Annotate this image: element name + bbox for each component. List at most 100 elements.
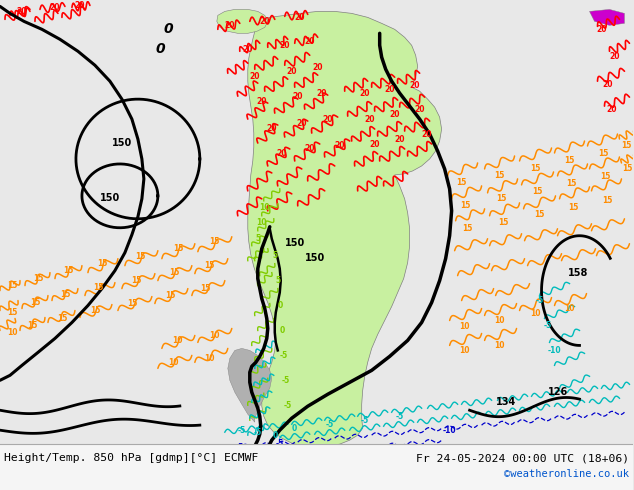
Text: 20: 20 — [292, 92, 303, 100]
Text: 15: 15 — [623, 165, 633, 173]
Text: -5: -5 — [396, 412, 404, 421]
Text: 10: 10 — [169, 358, 179, 367]
Text: 15: 15 — [97, 259, 107, 268]
Text: 15: 15 — [568, 203, 579, 212]
Text: 10: 10 — [460, 322, 470, 331]
Text: 20: 20 — [250, 72, 260, 81]
Text: 10: 10 — [259, 203, 270, 212]
Text: Fr 24-05-2024 00:00 UTC (18+06): Fr 24-05-2024 00:00 UTC (18+06) — [417, 453, 630, 463]
Text: 150: 150 — [100, 193, 120, 203]
Text: -5: -5 — [283, 401, 292, 410]
Text: 10: 10 — [564, 304, 575, 313]
Text: 158: 158 — [567, 268, 588, 278]
Text: 150: 150 — [305, 253, 325, 263]
Text: -5: -5 — [280, 351, 288, 360]
Text: -10: -10 — [548, 346, 561, 355]
Text: -5: -5 — [536, 296, 544, 305]
Text: 20: 20 — [410, 81, 420, 90]
Text: 150: 150 — [112, 138, 132, 148]
Text: 15: 15 — [533, 187, 543, 196]
Text: 15: 15 — [27, 321, 37, 330]
Text: 10: 10 — [460, 346, 470, 355]
Text: 10: 10 — [495, 341, 505, 350]
Text: 20: 20 — [389, 110, 400, 119]
Text: 15: 15 — [456, 178, 467, 187]
Text: 0: 0 — [163, 23, 172, 36]
Text: 20: 20 — [16, 7, 27, 16]
Text: 20: 20 — [323, 115, 333, 123]
Text: 15: 15 — [134, 252, 145, 261]
Text: 15: 15 — [460, 201, 471, 210]
Text: 15: 15 — [57, 314, 67, 323]
Text: 20: 20 — [280, 41, 290, 50]
Text: 10: 10 — [210, 331, 220, 340]
Text: 20: 20 — [359, 89, 370, 98]
Text: 20: 20 — [602, 80, 612, 89]
Text: 20: 20 — [287, 67, 297, 76]
Text: 20: 20 — [297, 119, 307, 127]
Text: -10: -10 — [443, 426, 456, 435]
Text: 10: 10 — [257, 218, 267, 227]
Polygon shape — [217, 9, 268, 33]
Text: 134: 134 — [496, 397, 516, 407]
Text: 0: 0 — [155, 42, 165, 56]
Polygon shape — [228, 348, 272, 422]
Text: 15: 15 — [30, 298, 40, 307]
Text: 20: 20 — [304, 145, 315, 153]
Text: 0: 0 — [272, 431, 278, 440]
Text: 15: 15 — [621, 142, 631, 150]
Text: 20: 20 — [394, 135, 405, 144]
Text: 15: 15 — [60, 290, 70, 299]
Text: -5: -5 — [281, 376, 290, 385]
Text: 15: 15 — [496, 195, 507, 203]
Text: 0: 0 — [277, 301, 282, 310]
Text: 10: 10 — [205, 354, 215, 363]
Text: 15: 15 — [602, 196, 612, 205]
Text: 15: 15 — [131, 276, 141, 285]
Text: 15: 15 — [462, 224, 473, 233]
Text: 20: 20 — [606, 104, 617, 114]
Text: 15: 15 — [172, 244, 183, 253]
Text: 15: 15 — [205, 261, 215, 270]
Text: 20: 20 — [75, 1, 85, 10]
Text: 10: 10 — [530, 309, 541, 318]
Text: 15: 15 — [600, 172, 611, 181]
Text: 20: 20 — [295, 13, 305, 22]
Text: 15: 15 — [200, 284, 211, 293]
Text: 10: 10 — [7, 328, 17, 337]
Text: 20: 20 — [224, 21, 235, 30]
Text: -5: -5 — [543, 321, 552, 330]
Text: 20: 20 — [596, 25, 607, 34]
Text: 20: 20 — [422, 129, 432, 139]
Text: 20: 20 — [266, 123, 277, 133]
Text: -5: -5 — [361, 416, 369, 425]
Text: 20: 20 — [370, 140, 380, 148]
Polygon shape — [590, 9, 624, 25]
Text: 150: 150 — [285, 238, 305, 248]
Text: 5: 5 — [272, 251, 277, 260]
Text: 20: 20 — [304, 37, 315, 46]
Text: 126: 126 — [548, 387, 568, 397]
Text: 10: 10 — [495, 316, 505, 325]
Polygon shape — [232, 11, 442, 447]
Text: 20: 20 — [415, 104, 425, 114]
Text: 15: 15 — [531, 165, 541, 173]
Text: 5: 5 — [275, 276, 280, 285]
Text: 15: 15 — [566, 179, 577, 188]
Text: 15: 15 — [564, 156, 574, 166]
Text: ©weatheronline.co.uk: ©weatheronline.co.uk — [505, 469, 630, 479]
Text: 20: 20 — [49, 3, 60, 12]
Text: 0: 0 — [279, 326, 285, 335]
Text: -5: -5 — [238, 426, 246, 435]
Text: 15: 15 — [90, 306, 100, 315]
Text: 0: 0 — [292, 424, 297, 433]
Text: Height/Temp. 850 hPa [gdmp][°C] ECMWF: Height/Temp. 850 hPa [gdmp][°C] ECMWF — [4, 453, 259, 463]
Text: 15: 15 — [534, 210, 545, 220]
Text: 15: 15 — [7, 308, 17, 317]
Text: 15: 15 — [598, 149, 609, 158]
Text: 20: 20 — [313, 63, 323, 72]
Text: 15: 15 — [7, 281, 17, 290]
Text: 15: 15 — [498, 218, 508, 227]
Text: 15: 15 — [63, 266, 73, 275]
Text: 20: 20 — [365, 115, 375, 123]
